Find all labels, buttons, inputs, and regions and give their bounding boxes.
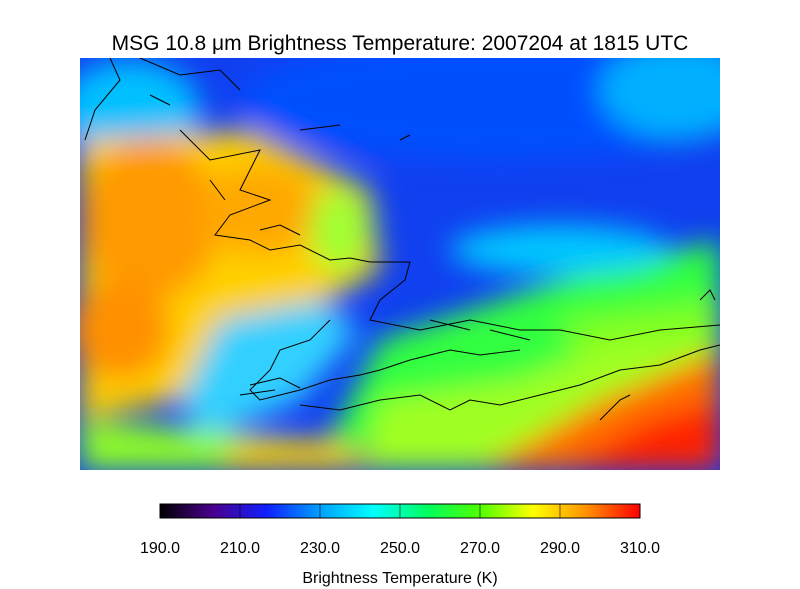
colorbar-label: Brightness Temperature (K)	[302, 570, 497, 587]
satellite-image	[80, 58, 720, 470]
colorbar-tick-label: 230.0	[300, 540, 340, 557]
coastlines	[84, 58, 720, 421]
colorbar: 190.0 210.0 230.0 250.0 270.0 290.0 310.0	[140, 503, 660, 557]
colorbar-tick-label: 250.0	[380, 540, 420, 557]
colorbar-tick-label: 270.0	[460, 540, 500, 557]
colorbar-tick-label: 290.0	[540, 540, 580, 557]
colorbar-tick-label: 190.0	[140, 540, 180, 557]
colorbar-tick-label: 210.0	[220, 540, 260, 557]
map-title: MSG 10.8 μm Brightness Temperature: 2007…	[112, 32, 689, 55]
colorbar-tick-label: 310.0	[620, 540, 660, 557]
